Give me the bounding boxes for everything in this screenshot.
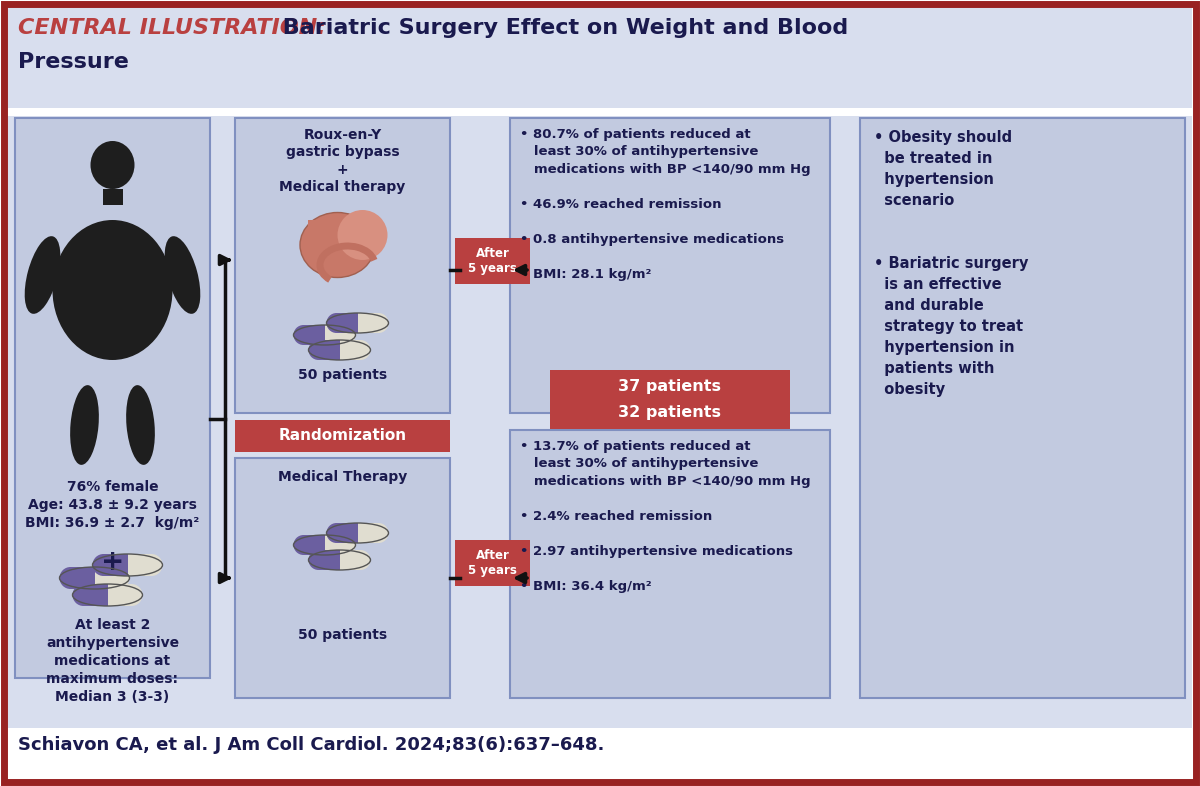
Bar <box>455 238 530 284</box>
Text: CENTRAL ILLUSTRATION:: CENTRAL ILLUSTRATION: <box>18 18 326 38</box>
Ellipse shape <box>53 220 173 360</box>
Bar <box>235 458 450 698</box>
Text: After
5 years: After 5 years <box>468 247 517 275</box>
Text: +: + <box>101 548 124 576</box>
Text: medications at: medications at <box>54 654 170 668</box>
Text: 50 patients: 50 patients <box>298 628 388 642</box>
Ellipse shape <box>70 385 98 465</box>
Text: 32 patients: 32 patients <box>618 405 721 420</box>
Bar <box>358 523 378 543</box>
Ellipse shape <box>300 212 374 277</box>
Text: maximum doses:: maximum doses: <box>47 672 179 686</box>
Text: At least 2: At least 2 <box>74 618 150 632</box>
Bar <box>318 550 340 570</box>
Text: 37 patients: 37 patients <box>618 380 721 395</box>
Bar <box>304 325 324 345</box>
Text: • 80.7% of patients reduced at
   least 30% of antihypertensive
   medications w: • 80.7% of patients reduced at least 30%… <box>520 128 811 281</box>
Bar <box>318 340 340 360</box>
Text: Schiavon CA, et al. J Am Coll Cardiol. 2024;83(6):637–648.: Schiavon CA, et al. J Am Coll Cardiol. 2… <box>18 736 605 754</box>
Text: • Obesity should
  be treated in
  hypertension
  scenario


• Bariatric surgery: • Obesity should be treated in hypertens… <box>874 130 1028 397</box>
Bar <box>510 118 830 413</box>
Bar <box>358 313 378 333</box>
Bar <box>510 430 830 698</box>
Bar <box>235 118 450 413</box>
Text: Medical Therapy: Medical Therapy <box>278 470 407 484</box>
Ellipse shape <box>120 584 143 606</box>
Text: Pressure: Pressure <box>18 52 128 72</box>
Ellipse shape <box>126 385 155 465</box>
Ellipse shape <box>368 313 389 333</box>
Bar <box>71 567 95 589</box>
Bar <box>550 370 790 404</box>
Ellipse shape <box>90 141 134 189</box>
Text: Bariatric Surgery Effect on Weight and Blood: Bariatric Surgery Effect on Weight and B… <box>275 18 848 38</box>
Bar <box>860 118 1186 698</box>
FancyBboxPatch shape <box>4 4 1196 782</box>
Ellipse shape <box>108 567 130 589</box>
Text: Randomization: Randomization <box>278 428 407 443</box>
Ellipse shape <box>336 325 355 345</box>
Ellipse shape <box>294 535 313 555</box>
Bar <box>304 535 324 555</box>
Text: BMI: 36.9 ± 2.7  kg/m²: BMI: 36.9 ± 2.7 kg/m² <box>25 516 199 530</box>
Ellipse shape <box>140 554 162 576</box>
Text: gastric bypass: gastric bypass <box>286 145 400 159</box>
Bar <box>84 584 108 606</box>
Bar <box>324 325 346 345</box>
Ellipse shape <box>72 584 95 606</box>
Bar <box>8 116 1192 778</box>
Ellipse shape <box>350 550 371 570</box>
Text: 50 patients: 50 patients <box>298 368 388 382</box>
Bar <box>95 567 119 589</box>
Bar <box>336 313 358 333</box>
Ellipse shape <box>25 236 60 314</box>
Ellipse shape <box>294 325 313 345</box>
Bar <box>340 550 360 570</box>
Bar <box>324 535 346 555</box>
Bar <box>307 220 318 255</box>
Text: Roux-en-Y: Roux-en-Y <box>304 128 382 142</box>
Text: 76% female: 76% female <box>67 480 158 494</box>
Bar <box>8 728 1192 778</box>
Ellipse shape <box>368 523 389 543</box>
Bar <box>14 118 210 678</box>
Ellipse shape <box>326 523 347 543</box>
Text: • 13.7% of patients reduced at
   least 30% of antihypertensive
   medications w: • 13.7% of patients reduced at least 30%… <box>520 440 811 593</box>
Ellipse shape <box>92 554 114 576</box>
Bar <box>550 395 790 429</box>
Text: Medical therapy: Medical therapy <box>280 180 406 194</box>
Ellipse shape <box>337 210 388 260</box>
Bar <box>108 584 132 606</box>
Ellipse shape <box>326 313 347 333</box>
Ellipse shape <box>350 340 371 360</box>
Bar <box>127 554 151 576</box>
Bar <box>455 540 530 586</box>
Ellipse shape <box>308 340 329 360</box>
Text: Age: 43.8 ± 9.2 years: Age: 43.8 ± 9.2 years <box>28 498 197 512</box>
Bar <box>340 340 360 360</box>
Bar <box>336 523 358 543</box>
FancyBboxPatch shape <box>8 8 1192 108</box>
Ellipse shape <box>336 535 355 555</box>
Text: Median 3 (3-3): Median 3 (3-3) <box>55 690 169 704</box>
Bar <box>102 189 122 205</box>
Text: antihypertensive: antihypertensive <box>46 636 179 650</box>
Text: After
5 years: After 5 years <box>468 549 517 577</box>
Bar <box>103 554 127 576</box>
Text: +: + <box>337 163 348 177</box>
Ellipse shape <box>60 567 82 589</box>
Ellipse shape <box>164 236 200 314</box>
Bar <box>235 420 450 452</box>
Ellipse shape <box>308 550 329 570</box>
